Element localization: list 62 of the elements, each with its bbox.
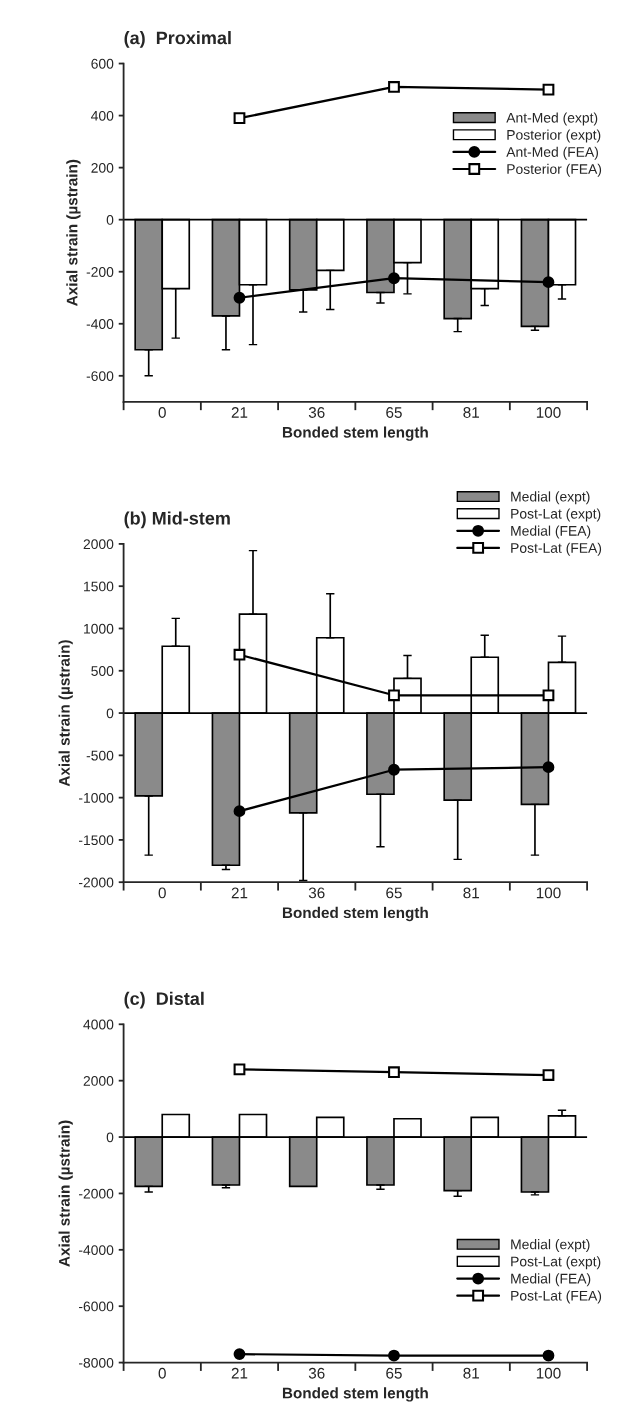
legend-label: Post-Lat (expt) [511,1256,601,1270]
x-tick-label: 0 [158,887,166,899]
y-axis-title: Axial strain (µstrain) [66,159,81,306]
x-tick-label: 21 [231,1367,248,1379]
x-tick-label: 65 [386,887,402,899]
x-tick-label: 100 [536,887,561,899]
y-tick-label: -8000 [78,1357,114,1368]
x-tick-label: 81 [463,887,479,899]
x-tick-label: 36 [308,887,325,899]
legend-label: Medial (FEA) [511,1273,591,1287]
chart-title: (c) Distal [124,991,204,1009]
x-tick-label: 21 [231,887,248,899]
x-axis-title: Bonded stem length [282,426,428,441]
legend-label: Ant-Med (expt) [506,112,598,126]
x-tick-label: 0 [158,407,166,418]
legend-label: Posterior (FEA) [507,163,602,177]
x-tick-label: 81 [463,407,479,418]
y-tick-label: 400 [91,110,114,121]
x-tick-label: 100 [536,1367,561,1379]
y-tick-label: -400 [86,319,114,329]
y-tick-label: 1500 [84,581,114,592]
y-tick-label: 1000 [84,623,114,634]
legend-label: Medial (FEA) [511,525,591,539]
x-tick-label: 36 [308,407,325,418]
y-tick-label: -1000 [78,792,114,803]
x-tick-label: 0 [158,1367,166,1379]
y-tick-label: 600 [91,58,114,69]
y-tick-label: -4000 [78,1245,114,1255]
x-tick-label: 81 [463,1367,479,1379]
y-axis-title: Axial strain (µstrain) [58,1120,73,1267]
legend-label: Post-Lat (FEA) [511,542,602,556]
legend-label: Post-Lat (FEA) [511,1290,602,1304]
x-tick-label: 21 [231,407,248,418]
legend-label: Ant-Med (FEA) [506,146,598,160]
y-tick-label: 200 [91,162,114,173]
y-tick-label: 4000 [83,1019,114,1030]
y-tick-label: -2000 [78,1188,114,1199]
y-tick-label: 0 [106,215,114,225]
y-tick-label: 500 [91,666,114,676]
y-tick-label: 0 [106,708,114,719]
legend-label: Post-Lat (expt) [511,508,601,522]
legend-label: Medial (expt) [511,1239,590,1253]
chart-title: (a) Proximal [124,31,231,48]
y-tick-label: -500 [86,750,114,761]
y-tick-label: 2000 [83,1076,114,1086]
y-tick-label: -1500 [78,835,114,846]
y-tick-label: -600 [86,371,114,381]
y-tick-label: 0 [106,1132,114,1143]
x-tick-label: 36 [308,1367,325,1379]
x-tick-label: 65 [386,1367,402,1379]
chart-title: (b) Mid-stem [124,511,230,529]
y-tick-label: -2000 [78,877,114,888]
x-tick-label: 65 [386,407,402,418]
y-tick-label: 2000 [83,539,114,550]
y-tick-label: -6000 [78,1301,114,1312]
x-tick-label: 100 [536,407,561,418]
legend-label: Posterior (expt) [507,129,601,143]
y-axis-title: Axial strain (µstrain) [58,640,73,787]
legend-label: Medial (expt) [511,491,590,505]
x-axis-title: Bonded stem length [282,906,428,922]
y-tick-label: -200 [86,267,114,277]
x-axis-title: Bonded stem length [282,1387,428,1402]
